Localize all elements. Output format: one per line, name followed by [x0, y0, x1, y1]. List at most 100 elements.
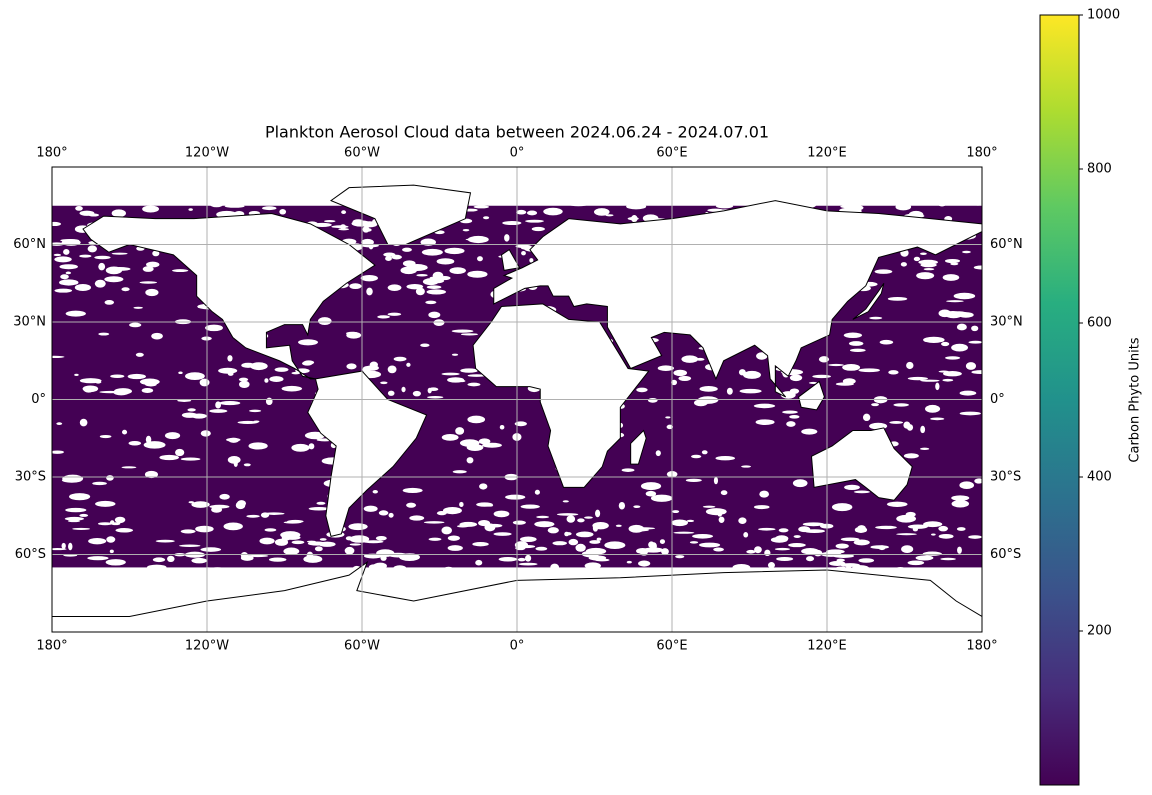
cloud-gap	[402, 487, 423, 494]
cloud-gap	[808, 381, 818, 384]
cloud-gap	[525, 554, 532, 562]
cloud-gap	[478, 519, 491, 527]
cloud-gap	[467, 382, 481, 387]
cloud-gap	[968, 535, 982, 539]
cloud-gap	[65, 507, 87, 513]
cloud-gap	[88, 537, 107, 545]
cloud-gap	[789, 374, 803, 382]
cloud-gap	[951, 343, 968, 352]
cloud-gap	[444, 247, 465, 255]
cloud-gap	[115, 528, 134, 533]
cloud-gap	[798, 526, 811, 533]
cloud-gap	[426, 285, 442, 289]
cloud-gap	[348, 523, 368, 531]
cloud-gap	[447, 535, 460, 541]
cloud-gap	[937, 200, 947, 207]
cloud-gap	[383, 252, 396, 257]
cloud-gap	[200, 430, 211, 437]
cloud-gap	[74, 283, 92, 292]
cloud-gap	[671, 379, 678, 386]
cloud-gap	[152, 557, 166, 563]
cloud-gap	[938, 525, 949, 532]
cloud-gap	[238, 377, 249, 382]
cloud-gap	[205, 324, 223, 332]
cloud-gap	[556, 513, 579, 516]
cloud-gap	[360, 275, 378, 282]
cloud-gap	[666, 424, 674, 430]
cloud-gap	[69, 493, 91, 501]
cloud-gap	[54, 256, 72, 263]
land	[82, 212, 376, 380]
cloud-gap	[441, 372, 460, 376]
cloud-gap	[61, 477, 82, 483]
cloud-gap	[104, 276, 124, 283]
x-tick-label-top: 180°	[36, 146, 67, 161]
cloud-gap	[79, 513, 89, 517]
cloud-gap	[263, 512, 285, 515]
cloud-gap	[369, 361, 378, 368]
cloud-gap	[144, 382, 157, 387]
cloud-gap	[142, 266, 154, 272]
cloud-gap	[793, 535, 801, 538]
cloud-gap	[65, 271, 72, 275]
cloud-gap	[456, 525, 469, 528]
cloud-gap	[628, 528, 649, 532]
cloud-gap	[767, 562, 775, 569]
cloud-gap	[391, 254, 402, 260]
x-tick-label-bottom: 180°	[36, 639, 67, 654]
cloud-gap	[943, 310, 963, 317]
cloud-gap	[971, 370, 982, 375]
cloud-gap	[547, 527, 559, 534]
cloud-gap	[973, 265, 982, 270]
cloud-gap	[249, 409, 262, 413]
cloud-gap	[79, 254, 92, 258]
cloud-gap	[689, 541, 699, 544]
cloud-gap	[482, 442, 502, 448]
cloud-gap	[650, 494, 673, 502]
cloud-gap	[862, 413, 871, 422]
cloud-gap	[92, 481, 107, 486]
cloud-gap	[931, 533, 936, 536]
cloud-gap	[588, 555, 607, 561]
cloud-gap	[304, 431, 326, 440]
cloud-gap	[498, 556, 518, 562]
cloud-gap	[68, 542, 73, 551]
cloud-gap	[121, 287, 130, 292]
cloud-gap	[526, 210, 538, 216]
cloud-gap	[971, 325, 979, 332]
cloud-gap	[550, 563, 559, 571]
cloud-gap	[786, 421, 796, 427]
cloud-gap	[626, 560, 632, 564]
cloud-gap	[502, 221, 522, 226]
cloud-gap	[923, 336, 945, 343]
cloud-gap	[833, 554, 855, 558]
cloud-gap	[447, 545, 463, 551]
cloud-gap	[835, 543, 849, 549]
land	[307, 370, 428, 538]
cloud-gap	[152, 250, 160, 257]
cloud-gap	[659, 539, 666, 544]
cloud-gap	[621, 468, 635, 472]
cloud-gap	[888, 370, 899, 375]
cloud-gap	[894, 566, 907, 573]
cloud-gap	[346, 331, 359, 335]
cloud-gap	[515, 546, 526, 551]
cloud-gap	[104, 300, 115, 305]
cloud-gap	[959, 390, 977, 396]
cloud-gap	[180, 529, 196, 534]
cloud-gap	[52, 548, 67, 551]
cloud-gap	[636, 387, 648, 393]
map-frame	[51, 166, 983, 633]
cloud-gap	[739, 388, 762, 394]
cloud-gap	[74, 373, 79, 377]
colorbar	[1039, 14, 1080, 786]
cloud-gap	[957, 546, 962, 554]
cloud-gap	[681, 355, 699, 363]
cloud-gap	[959, 481, 975, 490]
cloud-gap	[99, 434, 112, 439]
cloud-gap	[460, 333, 478, 336]
cloud-gap	[215, 401, 222, 409]
cloud-gap	[283, 547, 300, 555]
cloud-gap	[87, 245, 97, 253]
